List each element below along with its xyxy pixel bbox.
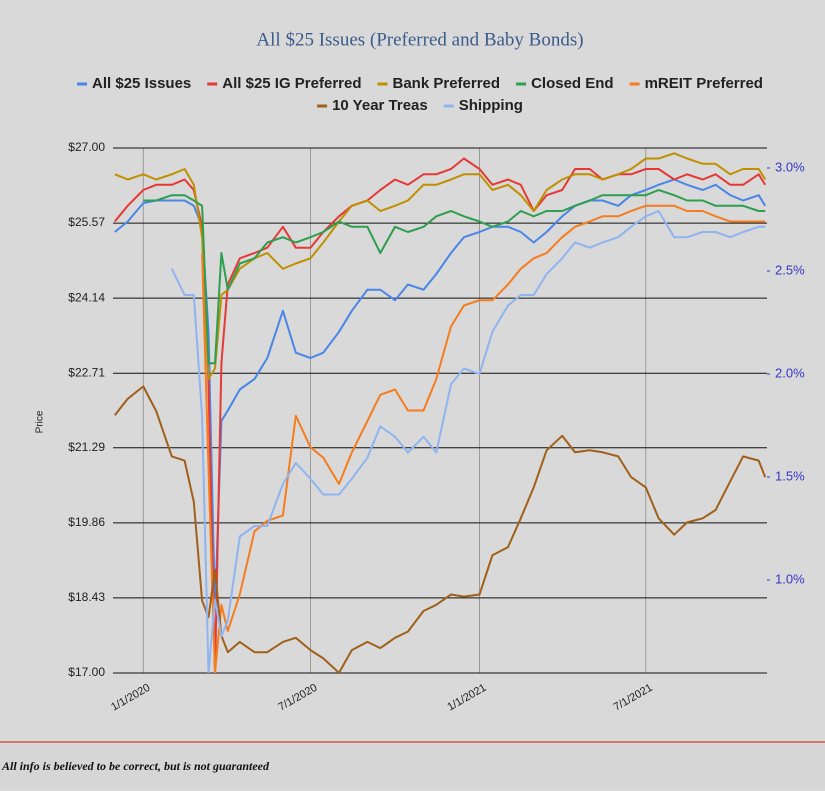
legend-item: Bank Preferred <box>377 75 501 92</box>
legend-item: 10 Year Treas <box>317 97 428 114</box>
series-line <box>114 385 767 673</box>
legend-item: Shipping <box>443 97 523 114</box>
series-line <box>170 210 766 673</box>
legend-label: All $25 IG Preferred <box>222 75 361 92</box>
legend-label: All $25 Issues <box>92 75 191 92</box>
y-tick-label: $25.57 <box>68 215 105 229</box>
legend-item: All $25 IG Preferred <box>207 75 362 92</box>
series-line <box>143 189 766 365</box>
x-tick-label: 7/1/2021 <box>612 682 655 714</box>
x-tick-label: 1/1/2020 <box>109 682 152 714</box>
x-tick-label: 7/1/2020 <box>276 682 319 714</box>
y2-tick-label: 1.5% <box>775 468 805 483</box>
y-tick-label: $19.86 <box>68 515 105 529</box>
legend-item: Closed End <box>516 75 614 92</box>
x-tick-label: 1/1/2021 <box>445 682 488 714</box>
y2-tick-label: 1.0% <box>775 572 805 587</box>
y2-tick-label: 2.0% <box>775 365 805 380</box>
legend-label: 10 Year Treas <box>332 97 428 114</box>
series-line <box>114 178 767 611</box>
legend-label: mREIT Preferred <box>645 75 763 92</box>
chart-title: All $25 Issues (Preferred and Baby Bonds… <box>256 29 583 50</box>
plot-lines <box>114 152 767 673</box>
legend: All $25 Issues All $25 IG Preferred Bank P… <box>77 75 763 114</box>
legend-label: Shipping <box>459 97 523 114</box>
y-tick-label: $22.71 <box>68 365 105 379</box>
y-tick-label: $18.43 <box>68 590 105 604</box>
y-axis-label: Price <box>35 410 46 433</box>
grid: 1/1/2020 7/1/2020 1/1/2021 7/1/2021 $17.00 $1… <box>68 140 805 713</box>
legend-label: Bank Preferred <box>393 75 501 92</box>
y2-tick-label: 2.5% <box>775 262 805 277</box>
series-line <box>114 152 767 380</box>
legend-item: mREIT Preferred <box>629 75 763 92</box>
y-tick-label: $17.00 <box>68 665 105 679</box>
y2-tick-label: 3.0% <box>775 159 805 174</box>
y-tick-label: $24.14 <box>68 290 105 304</box>
footer-text: All info is believed to be correct, but … <box>1 759 270 773</box>
footer-band <box>0 743 825 786</box>
y-tick-label: $27.00 <box>68 140 105 154</box>
series-line <box>114 157 767 673</box>
legend-label: Closed End <box>531 75 614 92</box>
y-tick-label: $21.29 <box>68 440 105 454</box>
series-line <box>201 204 766 673</box>
legend-item: All $25 Issues <box>77 75 191 92</box>
